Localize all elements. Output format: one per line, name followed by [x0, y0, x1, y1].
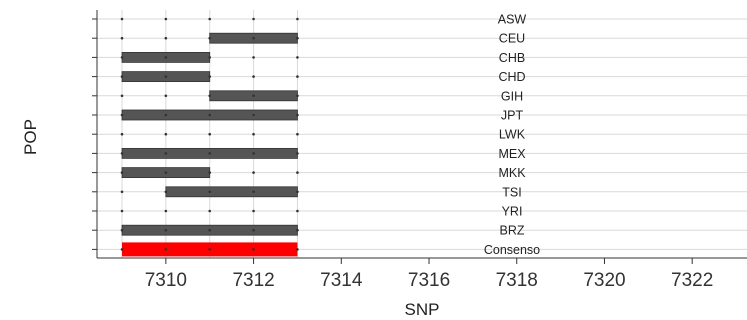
snp-point	[208, 171, 212, 174]
population-label: MEX	[498, 147, 526, 161]
snp-point	[296, 152, 299, 155]
snp-point	[164, 152, 168, 155]
x-tick-label: 7318	[496, 270, 538, 291]
snp-point	[208, 36, 212, 40]
snp-point	[164, 209, 168, 213]
snp-point	[252, 75, 255, 78]
snp-point	[296, 56, 299, 59]
snp-point	[208, 56, 212, 59]
snp-point	[252, 228, 255, 232]
snp-point	[164, 248, 168, 251]
x-tick-label: 7322	[671, 270, 713, 291]
y-axis-title: POP	[21, 119, 40, 155]
snp-point	[208, 152, 212, 155]
snp-point	[120, 209, 124, 213]
snp-point	[208, 209, 212, 213]
snp-point	[252, 209, 255, 213]
x-axis-title: SNP	[405, 300, 440, 319]
population-label: BRZ	[500, 224, 525, 238]
snp-point	[120, 94, 124, 98]
snp-point	[120, 190, 124, 194]
snp-point	[296, 94, 299, 98]
snp-point	[208, 94, 212, 98]
snp-point	[296, 75, 299, 78]
snp-point	[164, 228, 168, 232]
population-label: CHD	[498, 70, 525, 84]
grid-layer	[97, 10, 747, 258]
x-tick-label: 7314	[320, 270, 363, 291]
population-segment	[165, 186, 298, 198]
snp-point	[296, 171, 299, 174]
snp-point	[120, 132, 124, 136]
population-label: GIH	[501, 89, 523, 103]
population-label: LWK	[499, 128, 526, 142]
snp-point	[120, 228, 124, 232]
snp-point	[164, 17, 168, 21]
snp-point	[252, 248, 255, 251]
population-label: JPT	[501, 109, 524, 123]
snp-point	[164, 171, 168, 174]
snp-point	[120, 17, 124, 21]
snp-point	[164, 113, 168, 117]
snp-point	[120, 56, 124, 59]
snp-point	[120, 75, 124, 78]
snp-point	[120, 152, 124, 155]
snp-point	[120, 171, 124, 174]
snp-point	[164, 190, 168, 194]
population-label: ASW	[498, 13, 527, 27]
snp-point	[296, 17, 299, 21]
snp-point	[252, 190, 255, 194]
snp-point	[252, 56, 255, 59]
snp-point	[120, 36, 124, 40]
snp-point	[164, 132, 168, 136]
snp-point	[164, 56, 168, 59]
snp-point	[208, 248, 212, 251]
snp-point	[296, 228, 299, 232]
x-tick-label: 7320	[583, 270, 625, 291]
snp-point	[208, 190, 212, 194]
snp-point	[296, 190, 299, 194]
x-tick-label: 7312	[232, 270, 274, 291]
snp-point	[164, 36, 168, 40]
snp-point	[296, 248, 299, 251]
snp-point	[252, 171, 255, 174]
population-label: Consenso	[484, 243, 540, 257]
snp-point	[208, 113, 212, 117]
snp-point	[208, 75, 212, 78]
population-label: CHB	[499, 51, 525, 65]
population-label: TSI	[502, 185, 521, 199]
snp-point	[252, 113, 255, 117]
snp-point	[296, 209, 299, 213]
snp-point	[208, 228, 212, 232]
snp-point	[252, 36, 255, 40]
snp-point	[164, 94, 168, 98]
population-label-layer: ASW CEU CHB CHD GIH JPT LWK MEX MKK TSI YRI BRZ Cons…	[484, 13, 540, 257]
snp-point-layer	[120, 17, 299, 251]
snp-point	[296, 132, 299, 136]
x-tick-label: 7310	[145, 270, 187, 291]
population-label: YRI	[502, 205, 523, 219]
snp-point	[208, 17, 212, 21]
snp-point	[208, 132, 212, 136]
snp-point	[252, 132, 255, 136]
snp-point	[296, 36, 299, 40]
snp-point	[120, 248, 124, 251]
x-tick-label: 7316	[408, 270, 450, 291]
snp-point	[296, 113, 299, 117]
axes-layer: 7310 7312 7314 7316 7318 7320 7322	[92, 10, 747, 291]
snp-point	[252, 94, 255, 98]
population-label: CEU	[499, 32, 525, 46]
snp-point	[164, 75, 168, 78]
snp-point	[120, 113, 124, 117]
population-label: MKK	[498, 166, 526, 180]
snp-point	[252, 152, 255, 155]
snp-point	[252, 17, 255, 21]
